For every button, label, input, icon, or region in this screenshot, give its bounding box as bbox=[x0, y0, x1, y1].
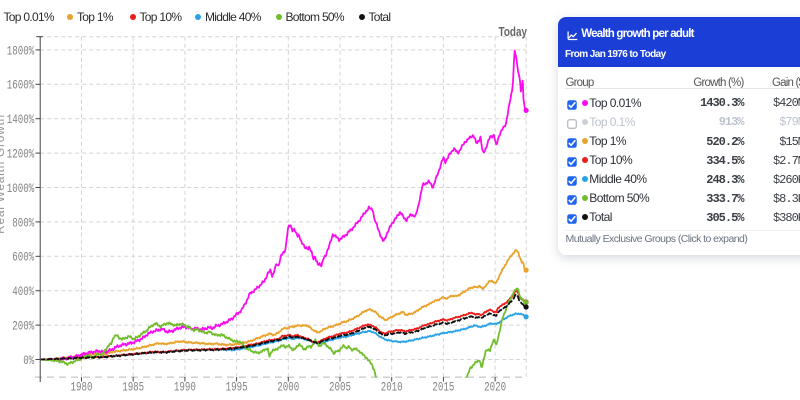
svg-text:1400%: 1400% bbox=[7, 112, 35, 127]
svg-text:1980: 1980 bbox=[71, 380, 93, 395]
svg-text:1995: 1995 bbox=[226, 380, 248, 395]
svg-text:2020: 2020 bbox=[484, 380, 506, 395]
svg-text:0%: 0% bbox=[23, 353, 34, 368]
svg-text:800%: 800% bbox=[12, 215, 34, 230]
svg-text:200%: 200% bbox=[12, 319, 34, 334]
svg-text:Today: Today bbox=[499, 25, 528, 39]
svg-text:2000: 2000 bbox=[277, 380, 299, 395]
svg-text:2005: 2005 bbox=[329, 380, 351, 395]
svg-text:1990: 1990 bbox=[174, 380, 196, 395]
svg-text:2015: 2015 bbox=[432, 380, 454, 395]
svg-text:1800%: 1800% bbox=[7, 43, 35, 58]
svg-text:600%: 600% bbox=[12, 250, 34, 265]
svg-text:1600%: 1600% bbox=[7, 78, 35, 93]
svg-text:1000%: 1000% bbox=[7, 181, 35, 196]
svg-text:1200%: 1200% bbox=[7, 147, 35, 162]
svg-text:400%: 400% bbox=[12, 284, 34, 299]
svg-text:1985: 1985 bbox=[122, 380, 144, 395]
svg-text:2010: 2010 bbox=[381, 380, 403, 395]
